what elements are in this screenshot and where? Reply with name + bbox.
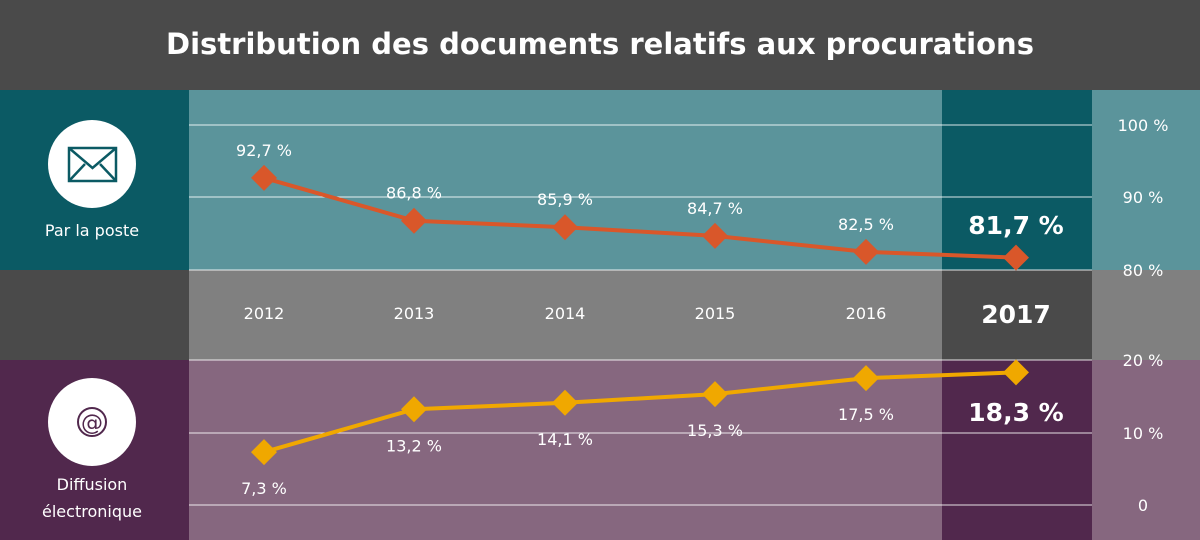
electronic-data-point xyxy=(401,396,427,423)
mail-data-label: 92,7 % xyxy=(236,141,292,160)
mail-data-point xyxy=(702,222,728,249)
year-labels: 2012 2013 2014 2015 2016 2017 xyxy=(244,300,1051,329)
mail-data-point xyxy=(552,214,578,241)
year-label: 2017 xyxy=(981,300,1051,329)
electronic-series-line xyxy=(263,370,1017,454)
mail-data-point xyxy=(251,164,277,191)
electronic-data-label: 13,2 % xyxy=(386,436,442,455)
year-label: 2012 xyxy=(244,304,285,323)
electronic-data-point xyxy=(1003,359,1029,386)
year-label: 2014 xyxy=(545,304,586,323)
envelope-icon xyxy=(48,120,136,208)
svg-text:@: @ xyxy=(81,411,103,436)
mail-panel-label: Par la poste xyxy=(45,221,139,240)
years-highlight-column xyxy=(942,270,1092,360)
year-label: 2013 xyxy=(394,304,435,323)
electronic-plot-band xyxy=(189,360,942,540)
electronic-highlight-column xyxy=(942,360,1092,540)
electronic-data-label: 17,5 % xyxy=(838,405,894,424)
mail-y-tick-label: 80 % xyxy=(1123,261,1164,280)
mail-data-point xyxy=(401,207,427,234)
electronic-data-label: 7,3 % xyxy=(241,479,287,498)
electronic-y-tick-label: 10 % xyxy=(1123,424,1164,443)
mail-data-label: 84,7 % xyxy=(687,199,743,218)
electronic-data-point xyxy=(853,365,879,392)
mail-highlight-column xyxy=(942,90,1092,270)
mail-series-line xyxy=(263,176,1017,260)
mail-data-label: 85,9 % xyxy=(537,190,593,209)
mail-axis-band xyxy=(1092,90,1200,270)
electronic-data-label: 14,1 % xyxy=(537,430,593,449)
series-layer: 92,7 % 86,8 % 85,9 % 84,7 % 82,5 % 81,7 % 7,3 … xyxy=(236,141,1064,498)
mail-y-tick-label: 100 % xyxy=(1118,116,1169,135)
mail-data-point xyxy=(853,238,879,265)
mail-data-label: 82,5 % xyxy=(838,215,894,234)
years-axis-band xyxy=(1092,270,1200,360)
electronic-y-tick-label: 0 xyxy=(1138,496,1148,515)
years-band xyxy=(189,270,942,360)
y-axis-ticks: 100 % 90 % 80 % 20 % 10 % 0 xyxy=(1118,116,1169,515)
electronic-data-point xyxy=(251,439,277,466)
year-label: 2016 xyxy=(846,304,887,323)
electronic-data-label: 15,3 % xyxy=(687,421,743,440)
electronic-axis-band xyxy=(1092,360,1200,540)
chart-title: Distribution des documents relatifs aux … xyxy=(166,27,1034,61)
electronic-panel-label-line2: électronique xyxy=(42,502,142,521)
mail-data-point xyxy=(1003,244,1029,271)
electronic-panel-label-line1: Diffusion xyxy=(57,475,128,494)
mail-data-label: 81,7 % xyxy=(968,211,1063,240)
years-side-panel xyxy=(0,270,189,360)
mail-plot-band xyxy=(189,90,942,270)
electronic-data-point xyxy=(702,381,728,408)
electronic-data-label: 18,3 % xyxy=(968,398,1063,427)
mail-data-label: 86,8 % xyxy=(386,184,442,203)
at-sign-icon: @ xyxy=(48,378,136,466)
header-bar xyxy=(0,0,1200,90)
mail-y-tick-label: 90 % xyxy=(1123,188,1164,207)
electronic-y-tick-label: 20 % xyxy=(1123,351,1164,370)
year-label: 2015 xyxy=(695,304,736,323)
electronic-data-point xyxy=(552,389,578,416)
gridlines xyxy=(189,124,1092,506)
